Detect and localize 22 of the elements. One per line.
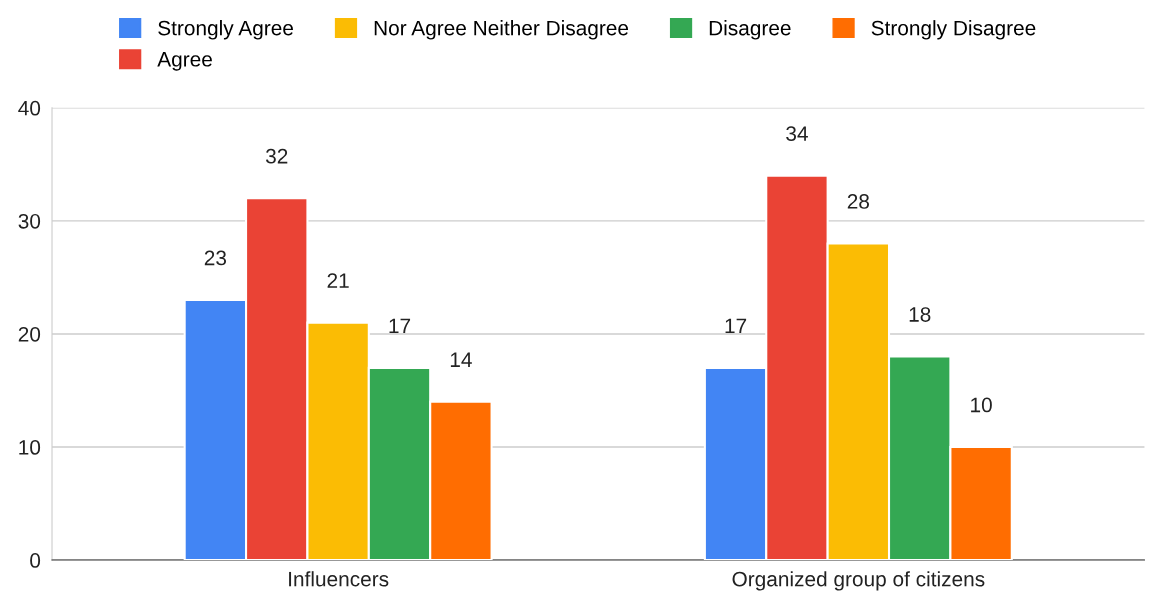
data-label: 28 <box>847 194 870 209</box>
y-tick-label: 0 <box>30 553 41 568</box>
data-label: 21 <box>327 273 349 288</box>
data-label: 23 <box>204 250 227 266</box>
legend-label: Nor Agree Neither Disagree <box>374 20 629 40</box>
data-label: 32 <box>265 148 288 164</box>
y-tick-label: 20 <box>18 326 41 342</box>
data-label: 10 <box>971 397 992 413</box>
x-tick-label: Influencers <box>289 571 389 587</box>
y-tick-label: 30 <box>18 213 41 229</box>
data-label: 34 <box>786 126 808 141</box>
data-label: 17 <box>389 318 411 333</box>
data-label: 14 <box>450 352 472 367</box>
y-tick-label: 10 <box>19 440 41 455</box>
y-tick-label: 40 <box>18 100 41 116</box>
legend-label: Agree <box>157 52 212 71</box>
data-label: 17 <box>725 318 747 333</box>
legend-label: Disagree <box>709 20 791 40</box>
data-label: 18 <box>909 307 931 322</box>
x-tick-label: Organized group of citizens <box>732 571 985 591</box>
legend-label: Strongly Agree <box>158 20 293 40</box>
legend-label: Strongly Disagree <box>871 20 1036 40</box>
